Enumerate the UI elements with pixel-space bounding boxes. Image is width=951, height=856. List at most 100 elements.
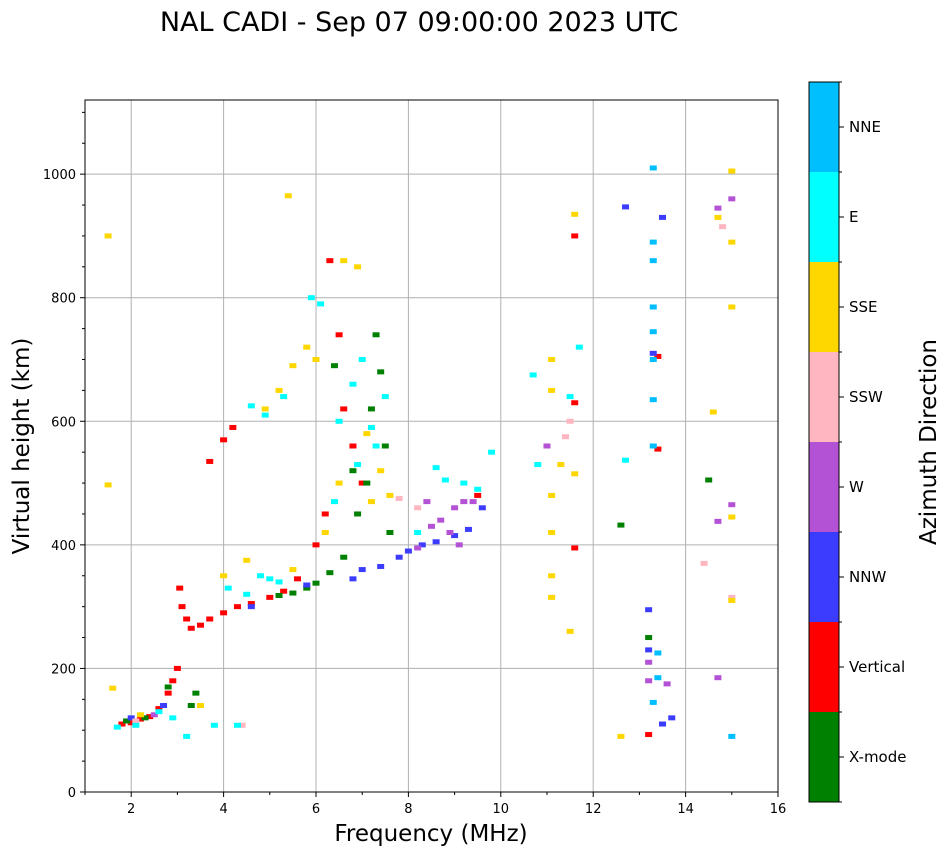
data-point-e: [247, 403, 255, 409]
data-point-x-mode: [377, 369, 385, 375]
data-point-e: [367, 424, 375, 430]
data-point-nne: [649, 699, 657, 705]
data-point-w: [460, 499, 468, 505]
colorbar-title: Azimuth Direction: [916, 339, 942, 545]
data-point-nnw: [127, 715, 135, 721]
data-point-x-mode: [381, 443, 389, 449]
colorbar-segment: [809, 262, 839, 352]
data-point-vertical: [206, 616, 214, 622]
data-point-x-mode: [340, 554, 348, 560]
data-point-x-mode: [123, 718, 131, 724]
data-point-e: [358, 357, 366, 362]
data-point-vertical: [266, 594, 274, 600]
data-point-ssw: [566, 418, 574, 424]
data-point-w: [645, 678, 653, 684]
data-point-sse: [548, 387, 556, 393]
colorbar-segment: [809, 622, 839, 712]
colorbar-segment: [809, 712, 839, 802]
data-point-e: [381, 394, 389, 400]
data-point-ssw: [700, 560, 708, 566]
colorbar-label: X-mode: [849, 748, 906, 766]
data-point-x-mode: [617, 522, 625, 528]
data-point-x-mode: [326, 570, 334, 576]
colorbar-segment: [809, 172, 839, 262]
data-point-nne: [649, 329, 657, 335]
data-point-sse: [243, 557, 251, 563]
data-point-e: [266, 576, 274, 582]
x-tick-label: 10: [493, 802, 510, 817]
data-point-e: [335, 418, 343, 424]
y-tick-label: 0: [68, 786, 76, 801]
data-point-e: [243, 591, 251, 597]
data-point-sse: [377, 468, 385, 474]
x-tick-label: 8: [404, 802, 412, 817]
colorbar-label: SSE: [849, 298, 878, 316]
x-tick-label: 14: [677, 802, 694, 817]
data-point-x-mode: [645, 635, 653, 641]
data-point-w: [446, 530, 454, 535]
y-tick-label: 800: [51, 292, 76, 307]
chart-title: NAL CADI - Sep 07 09:00:00 2023 UTC: [160, 7, 678, 38]
data-point-e: [210, 722, 218, 728]
data-point-nnw: [160, 703, 168, 708]
data-point-x-mode: [275, 593, 283, 599]
data-point-e: [280, 394, 288, 400]
data-point-e: [432, 465, 440, 471]
data-point-sse: [289, 363, 297, 369]
data-point-e: [155, 709, 163, 715]
data-point-sse: [548, 573, 556, 579]
data-point-w: [437, 517, 445, 523]
data-point-sse: [728, 304, 736, 310]
data-point-vertical: [326, 258, 334, 264]
data-point-sse: [571, 211, 579, 217]
data-point-vertical: [146, 714, 154, 720]
y-axis-label: Virtual height (km): [9, 338, 35, 555]
data-point-nnw: [649, 350, 657, 356]
data-point-x-mode: [192, 690, 200, 696]
data-point-vertical: [474, 492, 482, 498]
data-point-nne: [649, 357, 657, 362]
data-point-sse: [289, 567, 297, 573]
data-point-sse: [335, 480, 343, 486]
data-point-x-mode: [705, 477, 713, 483]
y-tick-label: 200: [51, 662, 76, 677]
colorbar-label: W: [849, 478, 864, 496]
data-point-vertical: [654, 353, 662, 359]
data-point-e: [488, 449, 496, 455]
axis-ticks: 2 4 6 8 10 12 14 16 0 200 400 600 800 1000: [43, 111, 786, 817]
data-point-w: [714, 205, 722, 211]
data-point-vertical: [164, 690, 172, 696]
data-point-nnw: [247, 604, 255, 610]
data-point-vertical: [178, 604, 186, 610]
data-point-e: [317, 301, 325, 307]
data-point-vertical: [654, 446, 662, 452]
data-point-vertical: [176, 585, 184, 591]
data-point-e: [354, 462, 362, 468]
data-point-nne: [649, 397, 657, 403]
data-point-e: [224, 585, 232, 591]
data-point-nne: [649, 258, 657, 264]
data-point-sse: [220, 573, 228, 579]
data-point-ssw: [728, 594, 736, 600]
data-point-sse: [354, 264, 362, 270]
data-point-vertical: [183, 616, 191, 622]
data-point-vertical: [571, 545, 579, 551]
data-point-vertical: [127, 720, 135, 726]
data-point-vertical: [645, 732, 653, 738]
data-point-x-mode: [303, 585, 311, 591]
data-point-sse: [136, 712, 144, 718]
colorbar-segment: [809, 82, 839, 172]
data-point-ssw: [414, 505, 422, 511]
data-point-vertical: [233, 604, 241, 610]
data-point-w: [714, 675, 722, 681]
grid-lines: [85, 100, 778, 792]
data-point-e: [529, 372, 537, 378]
data-point-sse: [566, 628, 574, 634]
data-point-sse: [548, 530, 556, 535]
data-point-vertical: [220, 437, 228, 443]
data-point-vertical: [571, 233, 579, 239]
data-point-vertical: [197, 622, 204, 628]
data-point-x-mode: [289, 590, 297, 596]
data-point-x-mode: [386, 530, 394, 535]
data-point-vertical: [155, 706, 163, 712]
